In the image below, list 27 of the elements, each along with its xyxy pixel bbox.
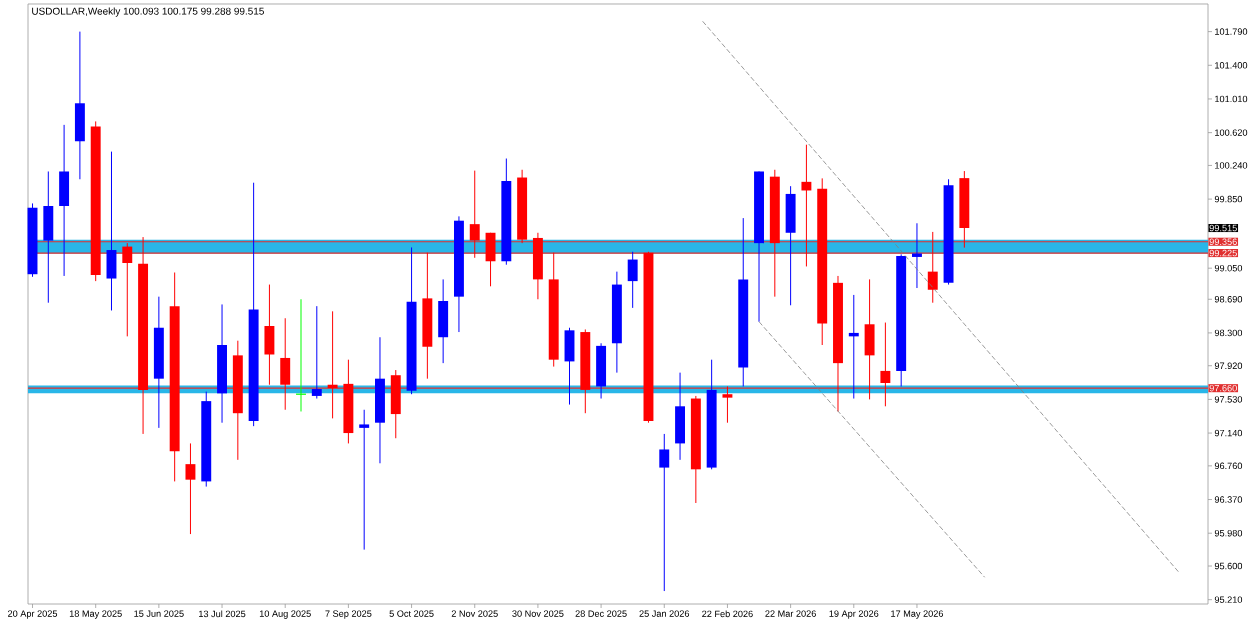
candlestick — [264, 284, 275, 386]
candlestick — [912, 222, 922, 289]
candlestick — [532, 232, 543, 300]
candlestick — [927, 231, 938, 304]
candlestick — [880, 322, 891, 407]
candlestick — [722, 385, 733, 424]
candlestick — [311, 305, 322, 400]
candlestick — [74, 31, 85, 180]
candlestick — [59, 124, 70, 277]
candlestick — [596, 342, 607, 400]
candlestick — [280, 317, 291, 411]
candlestick — [469, 170, 480, 259]
candlestick — [564, 327, 575, 406]
candlestick — [375, 336, 385, 464]
candlestick — [659, 433, 670, 592]
candlestick — [185, 442, 196, 535]
candlestick — [785, 185, 796, 306]
candlestick — [122, 242, 133, 337]
candlestick — [359, 409, 370, 551]
candlestick — [801, 144, 812, 267]
candlestick — [627, 251, 638, 309]
candlestick — [43, 170, 54, 304]
candlestick — [864, 278, 875, 400]
candlestick — [106, 151, 117, 311]
candlestick — [438, 278, 449, 364]
candlestick — [675, 372, 686, 461]
candlestick — [390, 369, 401, 439]
